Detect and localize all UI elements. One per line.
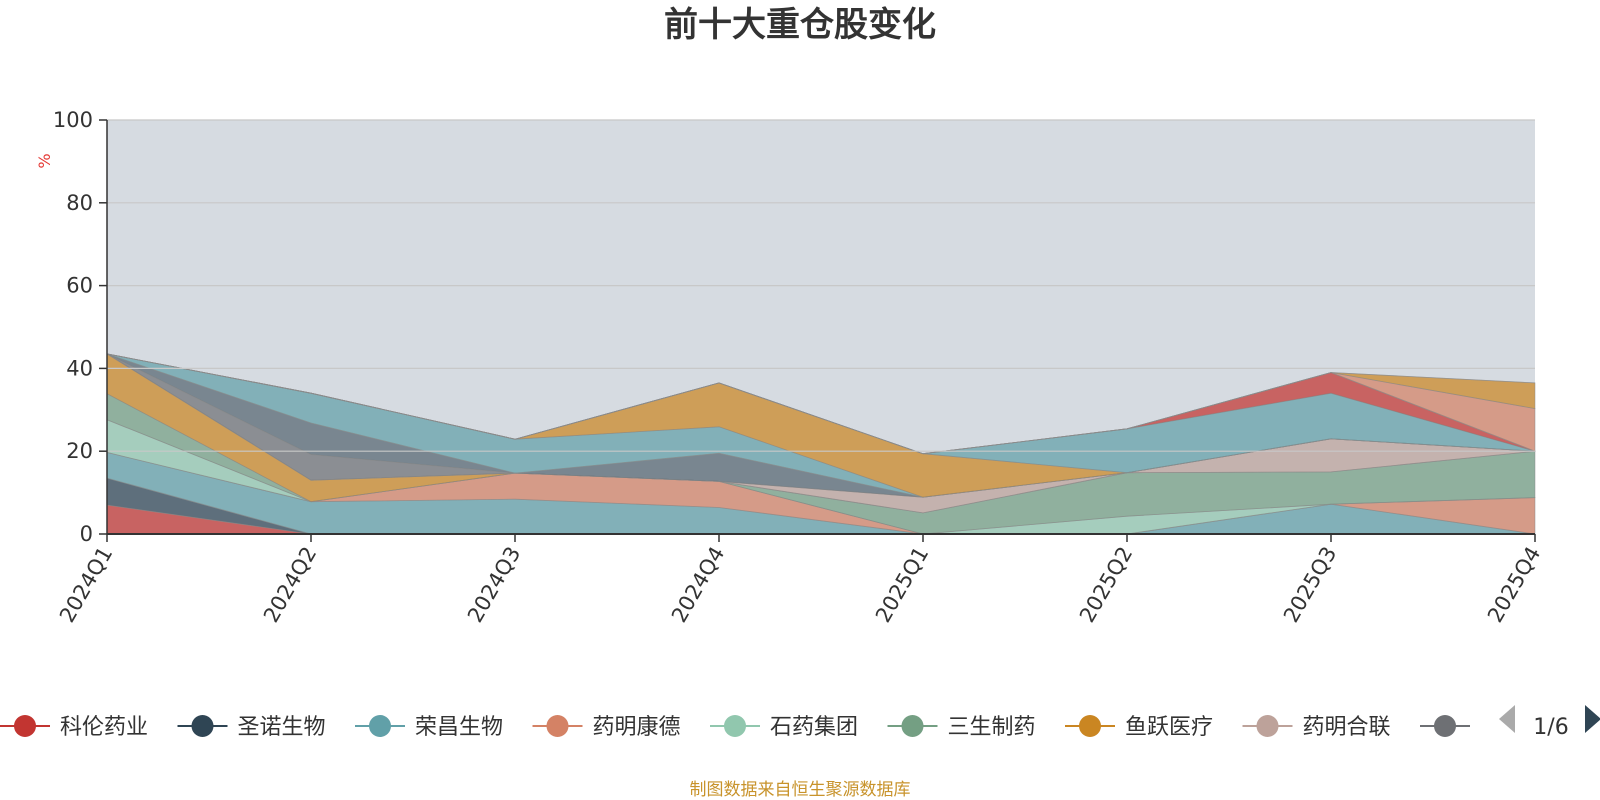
legend-marker-icon: [1079, 715, 1101, 737]
legend-label: 鱼跃医疗: [1125, 715, 1213, 740]
legend-label: 三生制药: [948, 715, 1036, 740]
x-tick-label: 2024Q2: [259, 543, 321, 627]
series-area-18: [106, 353, 1536, 455]
legend-item[interactable]: [1420, 715, 1470, 737]
y-tick-label: 20: [66, 439, 93, 463]
legend-item[interactable]: 鱼跃医疗: [1065, 715, 1213, 740]
legend-marker-icon: [901, 715, 924, 737]
legend-next-page-icon[interactable]: [1585, 705, 1600, 733]
legend-label: 圣诺生物: [238, 715, 326, 740]
x-tick-label: 2025Q3: [1279, 543, 1341, 627]
legend-marker-icon: [14, 715, 36, 737]
y-tick-label: 0: [80, 522, 93, 546]
legend-item[interactable]: 圣诺生物: [177, 715, 326, 740]
legend-item[interactable]: 药明合联: [1242, 715, 1391, 740]
x-tick-label: 2024Q4: [667, 543, 729, 627]
legend-label: 药明康德: [593, 715, 681, 740]
legend-label: 科伦药业: [60, 715, 148, 740]
legend-item[interactable]: 三生制药: [887, 715, 1036, 740]
legend-label: 荣昌生物: [415, 715, 503, 740]
legend-item[interactable]: 科伦药业: [0, 715, 148, 740]
legend-marker-icon: [369, 715, 391, 737]
legend-prev-page-icon[interactable]: [1499, 705, 1515, 733]
x-tick-label: 2025Q1: [871, 543, 933, 627]
legend-label: 石药集团: [770, 715, 858, 740]
x-tick-label: 2025Q2: [1075, 543, 1137, 627]
y-tick-label: 40: [66, 356, 93, 380]
legend-item[interactable]: 石药集团: [710, 715, 858, 740]
series-areas: [106, 353, 1536, 535]
legend-marker-icon: [546, 715, 569, 737]
legend-marker-icon: [724, 715, 746, 737]
legend-marker-icon: [1256, 715, 1279, 737]
legend: 科伦药业 圣诺生物 荣昌生物 药明康德 石药集团 三生制药 鱼跃医疗 药明合联: [0, 715, 1470, 740]
x-tick-label: 2025Q4: [1483, 543, 1545, 627]
data-source-note: 制图数据来自恒生聚源数据库: [690, 780, 911, 800]
legend-item[interactable]: 荣昌生物: [355, 715, 503, 740]
y-tick-label: 100: [53, 108, 93, 132]
legend-marker-icon: [191, 715, 214, 737]
grid-lines: [107, 119, 1535, 452]
legend-label: 药明合联: [1303, 715, 1391, 740]
legend-page-indicator: 1/6: [1533, 715, 1568, 740]
x-tick-label: 2024Q3: [463, 543, 525, 627]
x-tick-label: 2024Q1: [55, 543, 117, 627]
legend-pager: 1/6: [1499, 705, 1600, 740]
legend-marker-icon: [1434, 715, 1456, 737]
legend-item[interactable]: 药明康德: [532, 715, 681, 740]
chart-title: 前十大重仓股变化: [664, 5, 936, 45]
y-tick-label: 60: [66, 274, 93, 298]
y-tick-label: 80: [66, 191, 93, 215]
y-axis-unit: %: [35, 153, 54, 168]
